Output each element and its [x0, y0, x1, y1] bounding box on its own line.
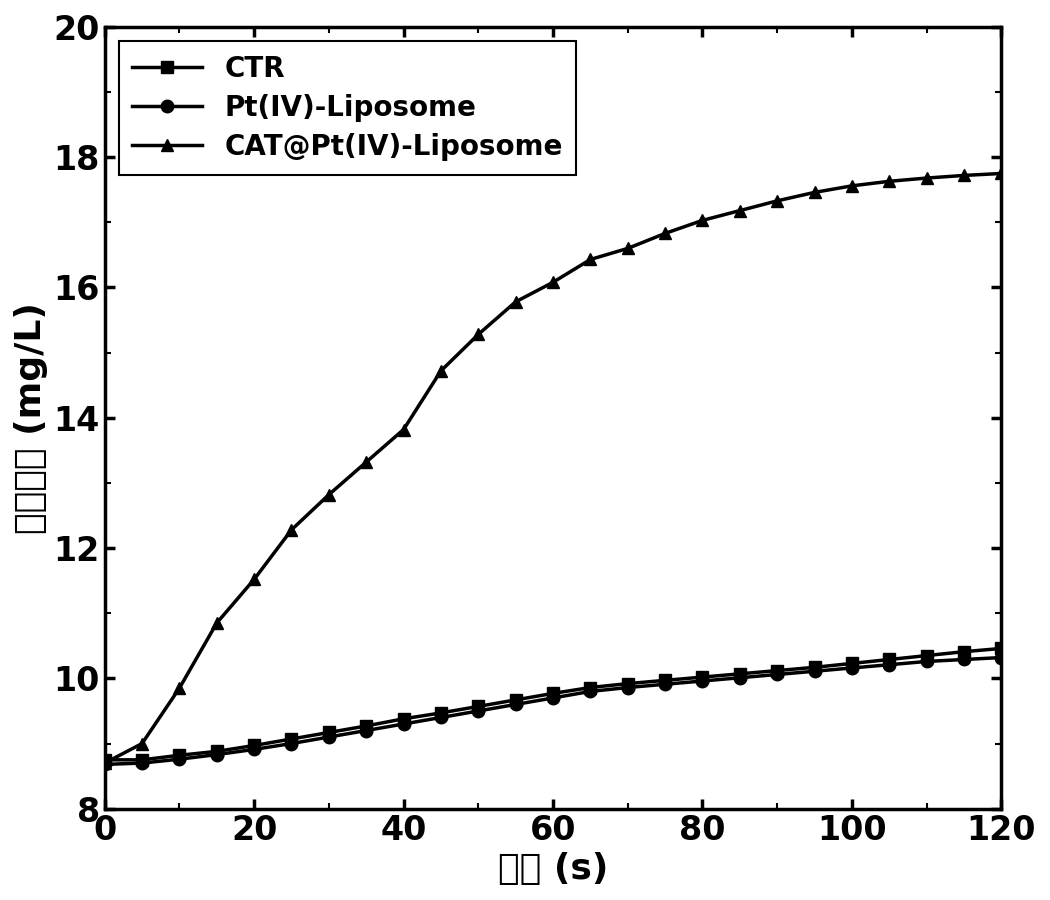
CAT@Pt(IV)-Liposome — [584, 254, 596, 265]
CTR — [734, 669, 747, 680]
CTR — [248, 740, 260, 751]
CTR — [435, 707, 447, 718]
Pt(IV)-Liposome — [658, 679, 671, 689]
CAT@Pt(IV)-Liposome — [99, 758, 111, 769]
Pt(IV)-Liposome — [472, 706, 485, 716]
CTR — [99, 754, 111, 765]
Pt(IV)-Liposome — [397, 718, 410, 729]
CTR — [696, 671, 709, 682]
CAT@Pt(IV)-Liposome — [173, 683, 186, 694]
CTR — [845, 658, 858, 669]
Pt(IV)-Liposome — [210, 749, 223, 760]
CAT@Pt(IV)-Liposome — [210, 617, 223, 628]
CAT@Pt(IV)-Liposome — [509, 296, 522, 307]
Pt(IV)-Liposome — [845, 662, 858, 673]
CAT@Pt(IV)-Liposome — [397, 424, 410, 435]
Pt(IV)-Liposome — [135, 758, 148, 769]
Pt(IV)-Liposome — [547, 692, 560, 703]
CAT@Pt(IV)-Liposome — [808, 187, 821, 198]
CTR — [771, 665, 783, 676]
Pt(IV)-Liposome — [771, 669, 783, 680]
CAT@Pt(IV)-Liposome — [322, 490, 335, 500]
Pt(IV)-Liposome — [322, 732, 335, 742]
CAT@Pt(IV)-Liposome — [286, 525, 298, 535]
Pt(IV)-Liposome — [286, 738, 298, 749]
CTR — [173, 750, 186, 760]
CAT@Pt(IV)-Liposome — [248, 574, 260, 585]
CAT@Pt(IV)-Liposome — [135, 738, 148, 749]
CTR — [210, 746, 223, 757]
CTR — [547, 688, 560, 698]
CAT@Pt(IV)-Liposome — [472, 329, 485, 340]
CTR — [135, 754, 148, 765]
Pt(IV)-Liposome — [99, 759, 111, 769]
Pt(IV)-Liposome — [696, 676, 709, 687]
CTR — [622, 679, 634, 689]
CAT@Pt(IV)-Liposome — [771, 195, 783, 206]
Line: CTR: CTR — [99, 643, 1008, 766]
CTR — [921, 650, 933, 661]
Pt(IV)-Liposome — [360, 725, 373, 736]
Pt(IV)-Liposome — [584, 686, 596, 697]
Pt(IV)-Liposome — [622, 682, 634, 693]
CTR — [584, 682, 596, 693]
Pt(IV)-Liposome — [958, 654, 970, 665]
CTR — [472, 701, 485, 712]
CTR — [286, 734, 298, 744]
CAT@Pt(IV)-Liposome — [734, 205, 747, 216]
CAT@Pt(IV)-Liposome — [883, 176, 896, 186]
CAT@Pt(IV)-Liposome — [845, 181, 858, 192]
Pt(IV)-Liposome — [883, 660, 896, 670]
Y-axis label: 氧气浓度 (mg/L): 氧气浓度 (mg/L) — [14, 302, 48, 534]
CTR — [322, 727, 335, 738]
Legend: CTR, Pt(IV)-Liposome, CAT@Pt(IV)-Liposome: CTR, Pt(IV)-Liposome, CAT@Pt(IV)-Liposom… — [119, 40, 576, 175]
CAT@Pt(IV)-Liposome — [921, 173, 933, 184]
Pt(IV)-Liposome — [808, 666, 821, 677]
Pt(IV)-Liposome — [435, 712, 447, 723]
CTR — [397, 714, 410, 724]
CAT@Pt(IV)-Liposome — [435, 365, 447, 376]
CAT@Pt(IV)-Liposome — [658, 228, 671, 238]
CAT@Pt(IV)-Liposome — [360, 456, 373, 467]
CTR — [658, 675, 671, 686]
CTR — [808, 662, 821, 672]
CAT@Pt(IV)-Liposome — [622, 243, 634, 254]
CAT@Pt(IV)-Liposome — [547, 277, 560, 288]
CAT@Pt(IV)-Liposome — [995, 168, 1008, 179]
Pt(IV)-Liposome — [173, 754, 186, 765]
CTR — [509, 695, 522, 706]
Pt(IV)-Liposome — [248, 744, 260, 755]
Pt(IV)-Liposome — [995, 652, 1008, 663]
CAT@Pt(IV)-Liposome — [958, 170, 970, 181]
Pt(IV)-Liposome — [921, 656, 933, 667]
Line: Pt(IV)-Liposome: Pt(IV)-Liposome — [99, 652, 1008, 770]
X-axis label: 时间 (s): 时间 (s) — [498, 852, 608, 886]
CAT@Pt(IV)-Liposome — [696, 215, 709, 226]
Pt(IV)-Liposome — [734, 672, 747, 683]
Line: CAT@Pt(IV)-Liposome: CAT@Pt(IV)-Liposome — [99, 167, 1008, 770]
CTR — [995, 643, 1008, 653]
CTR — [883, 654, 896, 665]
CTR — [958, 646, 970, 657]
Pt(IV)-Liposome — [509, 699, 522, 710]
CTR — [360, 721, 373, 732]
